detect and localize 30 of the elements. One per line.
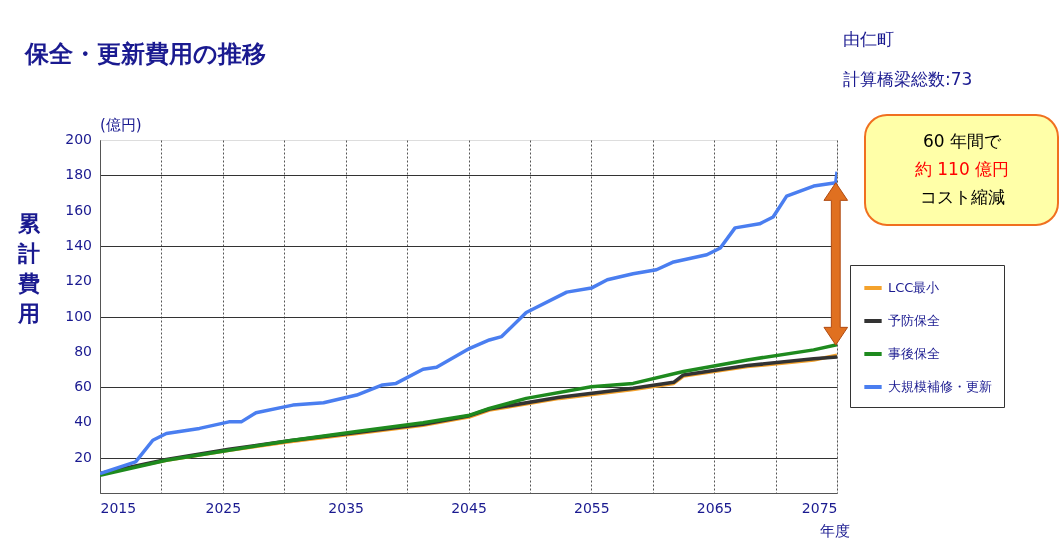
legend-label: LCC最小 xyxy=(888,280,940,295)
x-tick-label: 2015 xyxy=(100,499,137,516)
chart-subtitle: 由仁町 xyxy=(843,29,894,49)
y-tick-label: 60 xyxy=(74,378,92,395)
y-tick-label: 100 xyxy=(65,307,92,324)
x-tick-label: 2035 xyxy=(328,499,364,516)
y-tick-label: 180 xyxy=(65,166,92,183)
text: (億円) xyxy=(100,116,142,134)
text: 計算橋梁総数:73 xyxy=(843,69,973,89)
y-tick-label: 160 xyxy=(65,201,92,218)
legend-label: 予防保全 xyxy=(888,313,940,328)
text: コスト縮減 xyxy=(919,187,1005,207)
x-tick-label: 2065 xyxy=(696,499,733,516)
x-tick-label: 2055 xyxy=(574,499,610,516)
y-tick-label: 20 xyxy=(74,448,92,465)
y-tick-label: 40 xyxy=(74,413,92,430)
x-tick-label: 2045 xyxy=(451,499,487,516)
x-axis-title: 年度 xyxy=(819,521,850,540)
y-tick-label: 80 xyxy=(74,342,92,359)
legend-label: 大規模補修・更新 xyxy=(888,379,992,394)
chart-title: 保全・更新費用の推移 xyxy=(24,40,266,68)
y-axis-title: 累計費用 xyxy=(16,210,41,326)
text: 約 110 億円 xyxy=(914,159,1010,179)
legend-label: 事後保全 xyxy=(888,346,940,361)
y-tick-label: 140 xyxy=(65,236,92,253)
x-tick-label: 2025 xyxy=(205,499,242,516)
x-tick-label: 2075 xyxy=(801,499,838,516)
y-tick-label: 200 xyxy=(65,131,92,147)
y-tick-label: 120 xyxy=(65,272,92,289)
text: 60 年間で xyxy=(922,131,1003,151)
